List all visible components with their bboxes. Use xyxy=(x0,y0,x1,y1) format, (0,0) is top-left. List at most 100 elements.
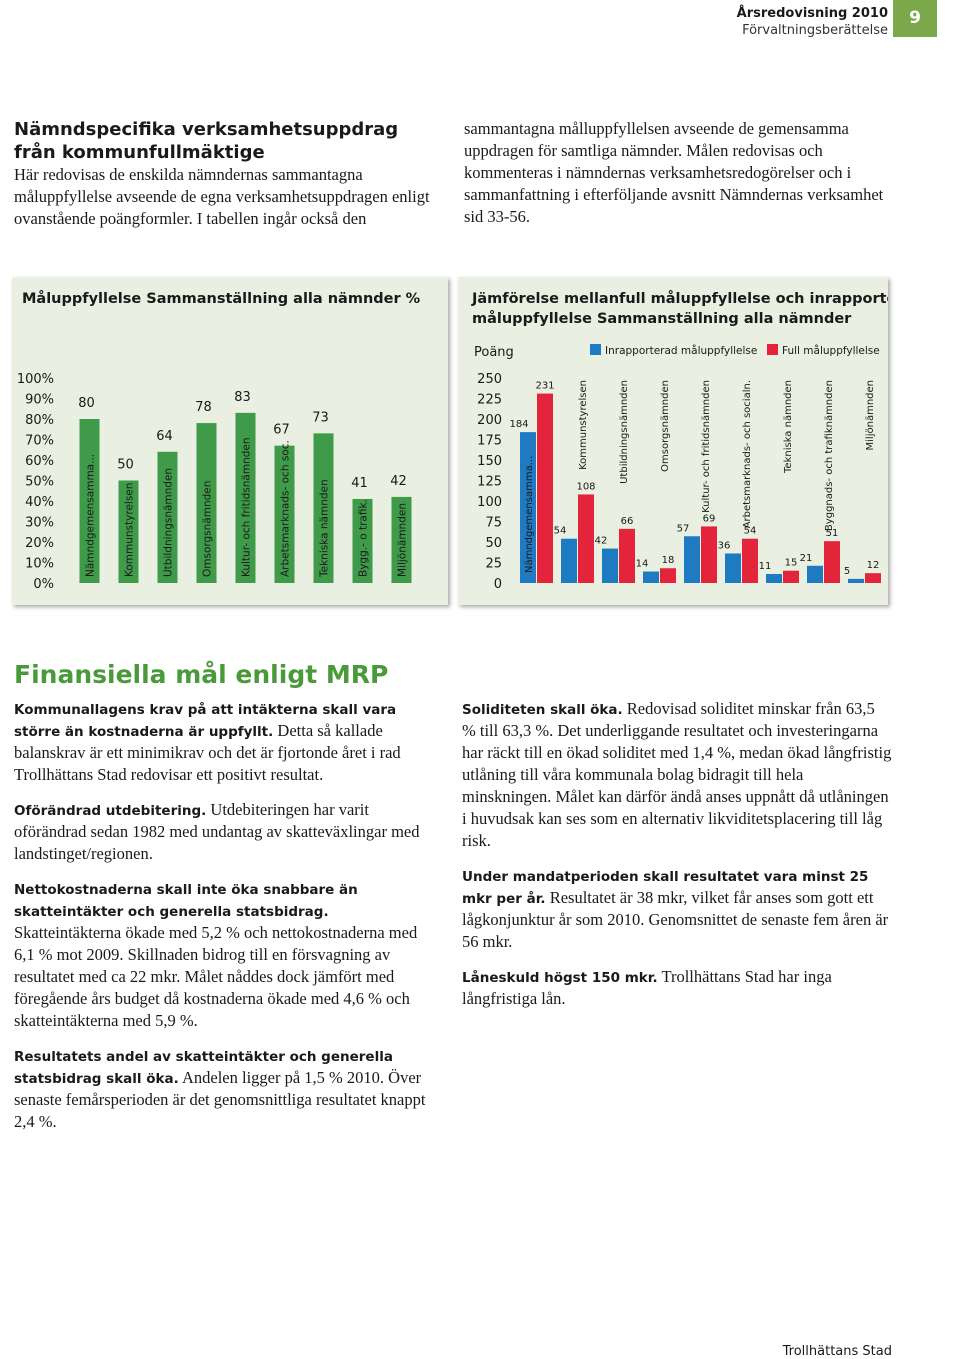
paragraph-text: Skatteintäkterna ökade med 5,2 % och net… xyxy=(14,923,418,1030)
value-label: 18 xyxy=(662,555,675,566)
page-number: 9 xyxy=(893,0,937,37)
column: Kommunallagens krav på att intäkterna sk… xyxy=(14,698,436,1146)
paragraph-text: Resultatet är 38 mkr, vilket får anses s… xyxy=(462,888,889,951)
y-tick-label: 175 xyxy=(477,434,502,449)
y-tick-label: 50 xyxy=(485,536,502,551)
bar xyxy=(824,541,840,583)
category-label: Kommunstyrelsen xyxy=(578,380,589,470)
y-tick-label: 50% xyxy=(25,475,54,490)
bar xyxy=(352,498,373,583)
bar xyxy=(783,570,799,583)
value-label: 36 xyxy=(718,540,731,551)
paragraph: Kommunallagens krav på att intäkterna sk… xyxy=(14,698,436,786)
value-label: 66 xyxy=(621,516,634,527)
category-label: Omsorgsnämnden xyxy=(202,481,214,577)
category-label: Miljönämnden xyxy=(397,503,409,577)
legend-label: Inrapporterad måluppfyllelse xyxy=(605,344,757,357)
legend-swatch xyxy=(767,344,778,355)
chart-title: Jämförelse mellanfull måluppfyllelse och… xyxy=(471,290,888,307)
value-label: 57 xyxy=(677,523,690,534)
bar xyxy=(643,571,659,583)
value-label: 184 xyxy=(509,419,528,430)
legend-label: Full måluppfyllelse xyxy=(782,344,880,357)
y-axis-label: Poäng xyxy=(474,345,514,360)
y-tick-label: 30% xyxy=(25,516,54,531)
chart-title: måluppfyllelse Sammanställning alla nämn… xyxy=(472,310,852,327)
paragraph-text: Utdebiteringen har varit oförändrad seda… xyxy=(14,800,420,863)
intro: Nämndspecifika verksamhetsuppdrag från k… xyxy=(14,118,886,246)
y-tick-label: 80% xyxy=(25,413,54,428)
bar xyxy=(537,393,553,583)
category-label: Utbildningsnämnden xyxy=(163,468,175,577)
y-tick-label: 125 xyxy=(477,475,502,490)
bar xyxy=(725,553,741,583)
value-label: 15 xyxy=(785,558,798,569)
paragraph: Oförändrad utdebitering. Utdebiteringen … xyxy=(14,799,436,865)
bar xyxy=(602,548,618,583)
paragraph: Soliditeten skall öka. Redovisad solidit… xyxy=(462,698,892,852)
y-tick-label: 75 xyxy=(485,516,502,531)
paragraph: Låneskuld högst 150 mkr. Trollhättans St… xyxy=(462,966,892,1010)
y-tick-label: 0% xyxy=(33,577,54,592)
y-tick-label: 100 xyxy=(477,495,502,510)
value-label: 73 xyxy=(312,410,329,425)
category-label: Miljönämnden xyxy=(865,380,876,450)
bar xyxy=(865,573,881,583)
value-label: 83 xyxy=(234,390,251,405)
bar xyxy=(118,480,139,583)
value-label: 5 xyxy=(844,566,850,577)
paragraph: Nettokostnaderna skall inte öka snabbare… xyxy=(14,878,436,1032)
footer: Trollhättans Stad xyxy=(782,1344,892,1359)
y-tick-label: 20% xyxy=(25,536,54,551)
y-tick-label: 0 xyxy=(494,577,502,592)
bar xyxy=(807,565,823,583)
category-label: Kultur- och fritidsnämnden xyxy=(241,437,253,577)
y-tick-label: 10% xyxy=(25,557,54,572)
y-tick-label: 250 xyxy=(477,372,502,387)
y-tick-label: 70% xyxy=(25,434,54,449)
category-label: Kommunstyrelsen xyxy=(124,483,136,577)
category-label: Byggnads- och trafiknämnden xyxy=(824,380,835,531)
value-label: 108 xyxy=(576,481,595,492)
value-label: 50 xyxy=(117,458,134,473)
bar xyxy=(619,528,635,583)
value-label: 11 xyxy=(759,561,772,572)
value-label: 231 xyxy=(535,381,554,392)
value-label: 69 xyxy=(703,513,716,524)
paragraph: Resultatets andel av skatteintäkter och … xyxy=(14,1045,436,1133)
category-label: Arbetsmarknads- och soc. xyxy=(280,440,292,577)
value-label: 42 xyxy=(390,474,407,489)
bar xyxy=(578,494,594,583)
value-label: 54 xyxy=(744,526,757,537)
bar xyxy=(235,412,256,583)
bar xyxy=(701,526,717,583)
category-label: Omsorgsnämnden xyxy=(660,380,671,472)
paragraph-lead: Soliditeten skall öka. xyxy=(462,702,623,718)
category-label: Kultur- och fritidsnämnden xyxy=(701,380,712,513)
bar xyxy=(274,445,295,583)
bar xyxy=(313,433,334,583)
value-label: 41 xyxy=(351,476,368,491)
y-tick-label: 100% xyxy=(17,372,54,387)
chart: Måluppfyllelse Sammanställning alla nämn… xyxy=(12,277,448,605)
paragraph: Under mandatperioden skall resultatet va… xyxy=(462,865,892,953)
value-label: 78 xyxy=(195,400,212,415)
category-label: Nämndgemensamma... xyxy=(85,454,97,577)
paragraph-lead: Låneskuld högst 150 mkr. xyxy=(462,970,658,986)
header-subtitle: Förvaltningsberättelse xyxy=(742,23,888,38)
paragraph-lead: Kommunallagens krav på att intäkterna sk… xyxy=(14,702,397,740)
bar xyxy=(561,538,577,583)
category-label: Tekniska nämnden xyxy=(319,479,331,578)
value-label: 14 xyxy=(636,559,649,570)
bar xyxy=(520,432,536,583)
paragraph-lead: Under mandatperioden skall resultatet va… xyxy=(462,869,869,907)
category-label: Bygg.- o trafik. xyxy=(358,499,370,577)
chart: Jämförelse mellanfull måluppfyllelse och… xyxy=(458,277,888,605)
value-label: 42 xyxy=(595,536,608,547)
column: Soliditeten skall öka. Redovisad solidit… xyxy=(462,698,892,1023)
bar xyxy=(660,568,676,583)
bar xyxy=(391,496,412,583)
bar xyxy=(766,573,782,583)
bar xyxy=(196,423,217,583)
bar xyxy=(848,578,864,583)
